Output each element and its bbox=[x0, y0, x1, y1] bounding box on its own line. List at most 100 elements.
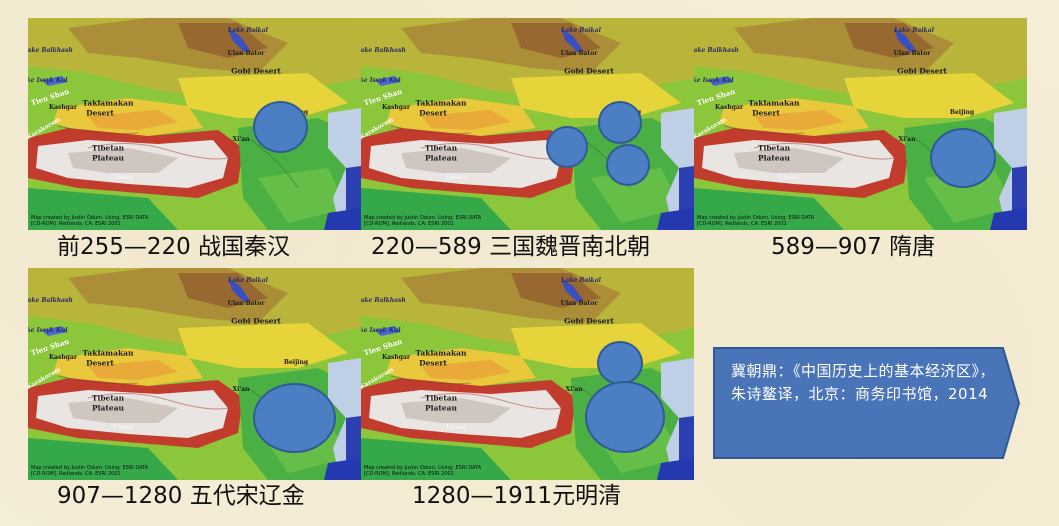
map-label-xian: Xi'an bbox=[565, 386, 583, 393]
map-label-kashgar: Kashgar bbox=[381, 354, 411, 361]
economic-region-circle bbox=[597, 341, 643, 385]
map-label-desert: Desert bbox=[86, 358, 114, 368]
economic-region-circle bbox=[546, 126, 588, 168]
map-label-tibetan: Tibetan bbox=[424, 393, 458, 403]
map-label-lhasa: Lhasa bbox=[446, 174, 466, 181]
map-label-beijing: Beijing bbox=[283, 359, 309, 366]
map-label-lake-baikal: Lake Baikal bbox=[561, 27, 601, 34]
map-label-taklamakan: Taklamakan bbox=[415, 348, 467, 358]
map-credit: Map created by Justin Odum. Using: ESRI … bbox=[31, 465, 148, 477]
map-label-desert: Desert bbox=[752, 108, 780, 118]
map-label-taklamakan: Taklamakan bbox=[82, 98, 134, 108]
map-label-ulan-bator: Ulan Bator bbox=[893, 50, 931, 57]
caption-three-kingdoms: 220—589 三国魏晋南北朝 bbox=[371, 234, 651, 260]
map-panel-warring-states-qin-han: Lake Baikal Ulan Bator Gobi Desert Lake … bbox=[28, 18, 361, 230]
map-credit-line1: Map created by Justin Odum. Using: ESRI … bbox=[31, 215, 149, 221]
map-label-gobi-desert: Gobi Desert bbox=[897, 66, 947, 76]
callout-shape bbox=[713, 347, 1020, 459]
map-label-lake-baikal: Lake Baikal bbox=[561, 277, 601, 284]
economic-region-circle bbox=[930, 128, 996, 188]
map-label-tibetan: Tibetan bbox=[91, 143, 125, 153]
map-credit: Map created by Justin Odum. Using: ESRI … bbox=[697, 215, 814, 227]
map-label-lake-balkhash: Lake Balkhash bbox=[361, 297, 406, 304]
map-credit-line1: Map created by Justin Odum. Using: ESRI … bbox=[697, 215, 815, 221]
economic-region-circle bbox=[585, 381, 665, 453]
economic-region-circle bbox=[253, 101, 308, 153]
map-label-desert: Desert bbox=[419, 108, 447, 118]
map-label-lake-issyk-kul: Lake Issyk Kul bbox=[361, 77, 401, 84]
map-label-lhasa: Lhasa bbox=[113, 174, 133, 181]
map-credit-line1: Map created by Justin Odum. Using: ESRI … bbox=[364, 215, 482, 221]
map-label-xian: Xi'an bbox=[898, 136, 916, 143]
economic-region-circle bbox=[598, 101, 642, 144]
map-label-plateau: Plateau bbox=[425, 153, 457, 163]
map-label-taklamakan: Taklamakan bbox=[415, 98, 467, 108]
map-label-lake-balkhash: Lake Balkhash bbox=[28, 47, 73, 54]
map-label-lhasa: Lhasa bbox=[446, 424, 466, 431]
caption-warring-states-qin-han: 前255—220 战国秦汉 bbox=[57, 234, 291, 260]
map-label-plateau: Plateau bbox=[758, 153, 790, 163]
map-credit-line1: Map created by Justin Odum. Using: ESRI … bbox=[31, 465, 149, 471]
map-label-tibetan: Tibetan bbox=[91, 393, 125, 403]
map-label-desert: Desert bbox=[86, 108, 114, 118]
map-label-lake-balkhash: Lake Balkhash bbox=[28, 297, 73, 304]
map-credit-line1: Map created by Justin Odum. Using: ESRI … bbox=[364, 465, 482, 471]
map-label-tibetan: Tibetan bbox=[424, 143, 458, 153]
map-label-kashgar: Kashgar bbox=[381, 104, 411, 111]
map-credit: Map created by Justin Odum. Using: ESRI … bbox=[31, 215, 148, 227]
map-label-lhasa: Lhasa bbox=[779, 174, 799, 181]
map-label-beijing: Beijing bbox=[949, 109, 975, 116]
map-credit-line2: [CD-ROM]. Redlands, CA: ESRI 2001 bbox=[364, 221, 454, 227]
map-label-lake-issyk-kul: Lake Issyk Kul bbox=[361, 327, 401, 334]
terrain-map bbox=[361, 18, 694, 230]
caption-five-dynasties-song: 907—1280 五代宋辽金 bbox=[57, 483, 305, 509]
map-label-gobi-desert: Gobi Desert bbox=[564, 66, 614, 76]
map-label-lake-balkhash: Lake Balkhash bbox=[694, 47, 739, 54]
terrain-map bbox=[694, 18, 1027, 230]
map-label-lake-issyk-kul: Lake Issyk Kul bbox=[694, 77, 734, 84]
map-label-gobi-desert: Gobi Desert bbox=[231, 316, 281, 326]
map-label-desert: Desert bbox=[419, 358, 447, 368]
map-label-lake-baikal: Lake Baikal bbox=[228, 27, 268, 34]
citation-text: 冀朝鼎：《中国历史上的基本经济区》，朱诗鳌译，北京：商务印书馆，2014 bbox=[731, 362, 996, 403]
map-panel-sui-tang: Lake Baikal Ulan Bator Gobi Desert Lake … bbox=[694, 18, 1027, 230]
map-label-taklamakan: Taklamakan bbox=[82, 348, 134, 358]
map-label-plateau: Plateau bbox=[425, 403, 457, 413]
map-credit: Map created by Justin Odum. Using: ESRI … bbox=[364, 465, 481, 477]
map-label-gobi-desert: Gobi Desert bbox=[231, 66, 281, 76]
map-label-lake-issyk-kul: Lake Issyk Kul bbox=[28, 327, 68, 334]
map-label-xian: Xi'an bbox=[232, 136, 250, 143]
map-label-lhasa: Lhasa bbox=[113, 424, 133, 431]
map-panel-yuan-ming-qing: Lake Baikal Ulan Bator Gobi Desert Lake … bbox=[361, 268, 694, 480]
map-label-xian: Xi'an bbox=[232, 386, 250, 393]
map-credit-line2: [CD-ROM]. Redlands, CA: ESRI 2001 bbox=[31, 221, 121, 227]
map-label-tibetan: Tibetan bbox=[757, 143, 791, 153]
map-credit-line2: [CD-ROM]. Redlands, CA: ESRI 2001 bbox=[697, 221, 787, 227]
map-label-kashgar: Kashgar bbox=[714, 104, 744, 111]
terrain-map bbox=[28, 18, 361, 230]
map-label-ulan-bator: Ulan Bator bbox=[560, 50, 598, 57]
map-label-lake-baikal: Lake Baikal bbox=[228, 277, 268, 284]
caption-sui-tang: 589—907 隋唐 bbox=[771, 234, 936, 260]
map-credit-line2: [CD-ROM]. Redlands, CA: ESRI 2001 bbox=[364, 471, 454, 477]
economic-region-circle bbox=[606, 144, 650, 186]
map-label-ulan-bator: Ulan Bator bbox=[227, 300, 265, 307]
caption-yuan-ming-qing: 1280—1911元明清 bbox=[412, 483, 622, 509]
map-credit: Map created by Justin Odum. Using: ESRI … bbox=[364, 215, 481, 227]
map-label-taklamakan: Taklamakan bbox=[748, 98, 800, 108]
map-panel-five-dynasties-song: Lake Baikal Ulan Bator Gobi Desert Lake … bbox=[28, 268, 361, 480]
map-credit-line2: [CD-ROM]. Redlands, CA: ESRI 2001 bbox=[31, 471, 121, 477]
map-label-plateau: Plateau bbox=[92, 153, 124, 163]
map-label-plateau: Plateau bbox=[92, 403, 124, 413]
map-label-kashgar: Kashgar bbox=[48, 354, 78, 361]
map-label-lake-baikal: Lake Baikal bbox=[894, 27, 934, 34]
map-panel-three-kingdoms: Lake Baikal Ulan Bator Gobi Desert Lake … bbox=[361, 18, 694, 230]
map-label-gobi-desert: Gobi Desert bbox=[564, 316, 614, 326]
map-label-lake-balkhash: Lake Balkhash bbox=[361, 47, 406, 54]
map-label-ulan-bator: Ulan Bator bbox=[560, 300, 598, 307]
economic-region-circle bbox=[253, 383, 336, 453]
map-label-lake-issyk-kul: Lake Issyk Kul bbox=[28, 77, 68, 84]
map-label-kashgar: Kashgar bbox=[48, 104, 78, 111]
citation-callout: 冀朝鼎：《中国历史上的基本经济区》，朱诗鳌译，北京：商务印书馆，2014 bbox=[713, 347, 1020, 459]
map-label-ulan-bator: Ulan Bator bbox=[227, 50, 265, 57]
